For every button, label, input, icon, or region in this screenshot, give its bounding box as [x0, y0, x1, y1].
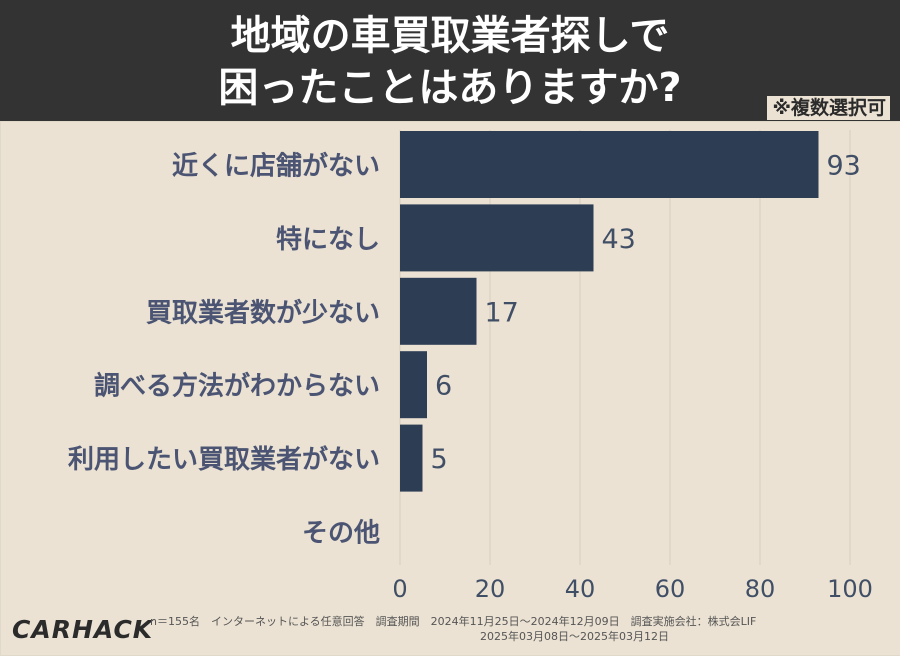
x-tick-label-80: 80: [745, 575, 776, 603]
chart-title-line-1: 地域の車買取業者探しで: [230, 13, 670, 59]
multiple-choice-note: ※複数選択可: [766, 96, 890, 120]
x-tick-label-40: 40: [565, 575, 596, 603]
carhack-logo: CARHACK: [12, 615, 154, 644]
category-label-4: 利用したい買取業者がない: [68, 444, 380, 475]
survey-footnote: n＝155名 インターネットによる任意回答 調査期間 2024年11月25日〜2…: [150, 614, 870, 644]
bar-0: [400, 131, 819, 198]
category-label-2: 買取業者数が少ない: [146, 297, 380, 328]
x-tick-label-60: 60: [655, 575, 686, 603]
bar-1: [400, 204, 594, 272]
category-label-5: その他: [302, 519, 380, 549]
category-label-0: 近くに店舗がない: [172, 151, 380, 182]
survey-footnote-line-2: 2025年03月08日〜2025年03月12日: [480, 630, 669, 643]
value-label-3: 6: [435, 371, 452, 402]
x-tick-label-0: 0: [392, 575, 407, 603]
chart-title-line-2: 困ったことはありますか?: [218, 65, 682, 111]
value-label-2: 17: [485, 297, 519, 328]
bar-3: [400, 351, 427, 419]
bar-2: [400, 277, 477, 345]
bar-4: [400, 424, 423, 492]
category-label-3: 調べる方法がわからない: [94, 371, 380, 402]
header-banner: 地域の車買取業者探しで 困ったことはありますか?: [0, 0, 900, 121]
survey-footnote-line-1: n＝155名 インターネットによる任意回答 調査期間 2024年11月25日〜2…: [150, 615, 757, 628]
value-label-0: 93: [827, 151, 861, 182]
value-label-1: 43: [602, 224, 636, 255]
category-label-1: 特になし: [276, 224, 380, 255]
x-tick-label-20: 20: [475, 575, 506, 603]
x-tick-label-100: 100: [827, 575, 873, 603]
value-label-4: 5: [431, 444, 448, 475]
